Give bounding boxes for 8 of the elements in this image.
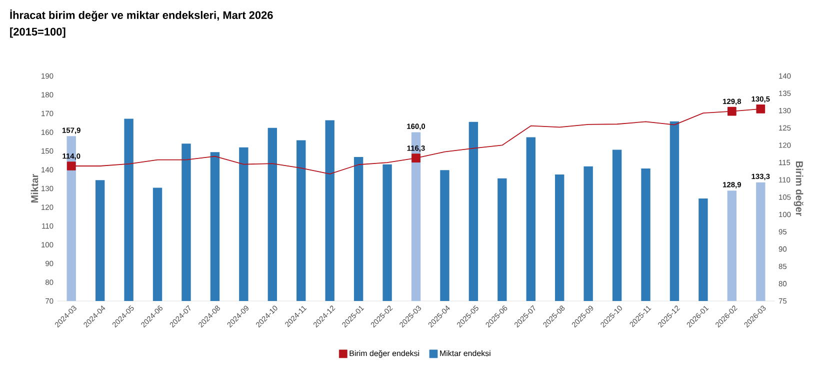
y-axis-title: Miktar xyxy=(30,174,38,202)
point xyxy=(727,106,736,116)
y2-axis-title: Birim değer xyxy=(794,161,804,216)
point xyxy=(756,104,766,114)
point xyxy=(66,162,76,170)
chart-subtitle: [2015=100] xyxy=(10,28,66,38)
chart-title: İhracat birim değer ve miktar endeksleri, Mart 2026 xyxy=(10,10,273,22)
point xyxy=(412,154,420,162)
